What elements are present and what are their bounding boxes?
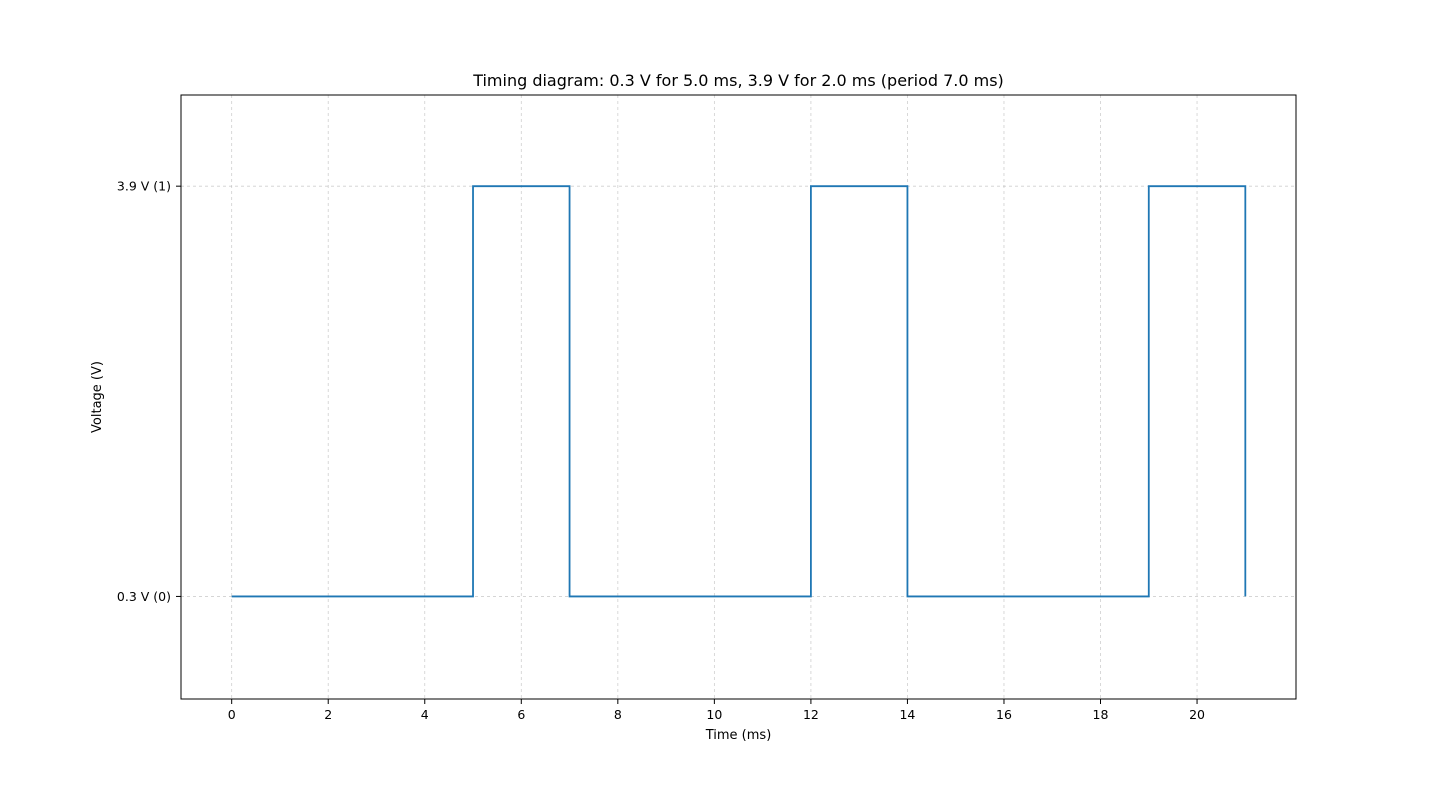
x-tick-label: 2 bbox=[324, 707, 332, 722]
y-axis: 0.3 V (0) 3.9 V (1) bbox=[117, 179, 181, 604]
y-axis-label: Voltage (V) bbox=[90, 361, 105, 433]
series-layer bbox=[231, 185, 1247, 598]
y-tick-label: 0.3 V (0) bbox=[117, 589, 171, 604]
x-tick-label: 10 bbox=[706, 707, 722, 722]
x-tick-label: 18 bbox=[1093, 707, 1109, 722]
x-tick-label: 14 bbox=[899, 707, 915, 722]
x-axis-label: Time (ms) bbox=[705, 728, 772, 743]
grid bbox=[181, 95, 1296, 699]
chart-title: Timing diagram: 0.3 V for 5.0 ms, 3.9 V … bbox=[472, 71, 1004, 90]
y-tick-label: 3.9 V (1) bbox=[117, 179, 171, 194]
signal-series-line bbox=[231, 185, 1247, 598]
x-tick-label: 8 bbox=[614, 707, 622, 722]
x-tick-label: 16 bbox=[996, 707, 1012, 722]
x-tick-label: 20 bbox=[1189, 707, 1205, 722]
x-tick-label: 6 bbox=[517, 707, 525, 722]
x-tick-label: 0 bbox=[228, 707, 236, 722]
x-tick-label: 4 bbox=[421, 707, 429, 722]
plot-frame bbox=[180, 94, 1297, 700]
x-axis: 0 2 4 6 8 10 12 14 16 18 20 bbox=[228, 699, 1205, 722]
x-tick-label: 12 bbox=[803, 707, 819, 722]
